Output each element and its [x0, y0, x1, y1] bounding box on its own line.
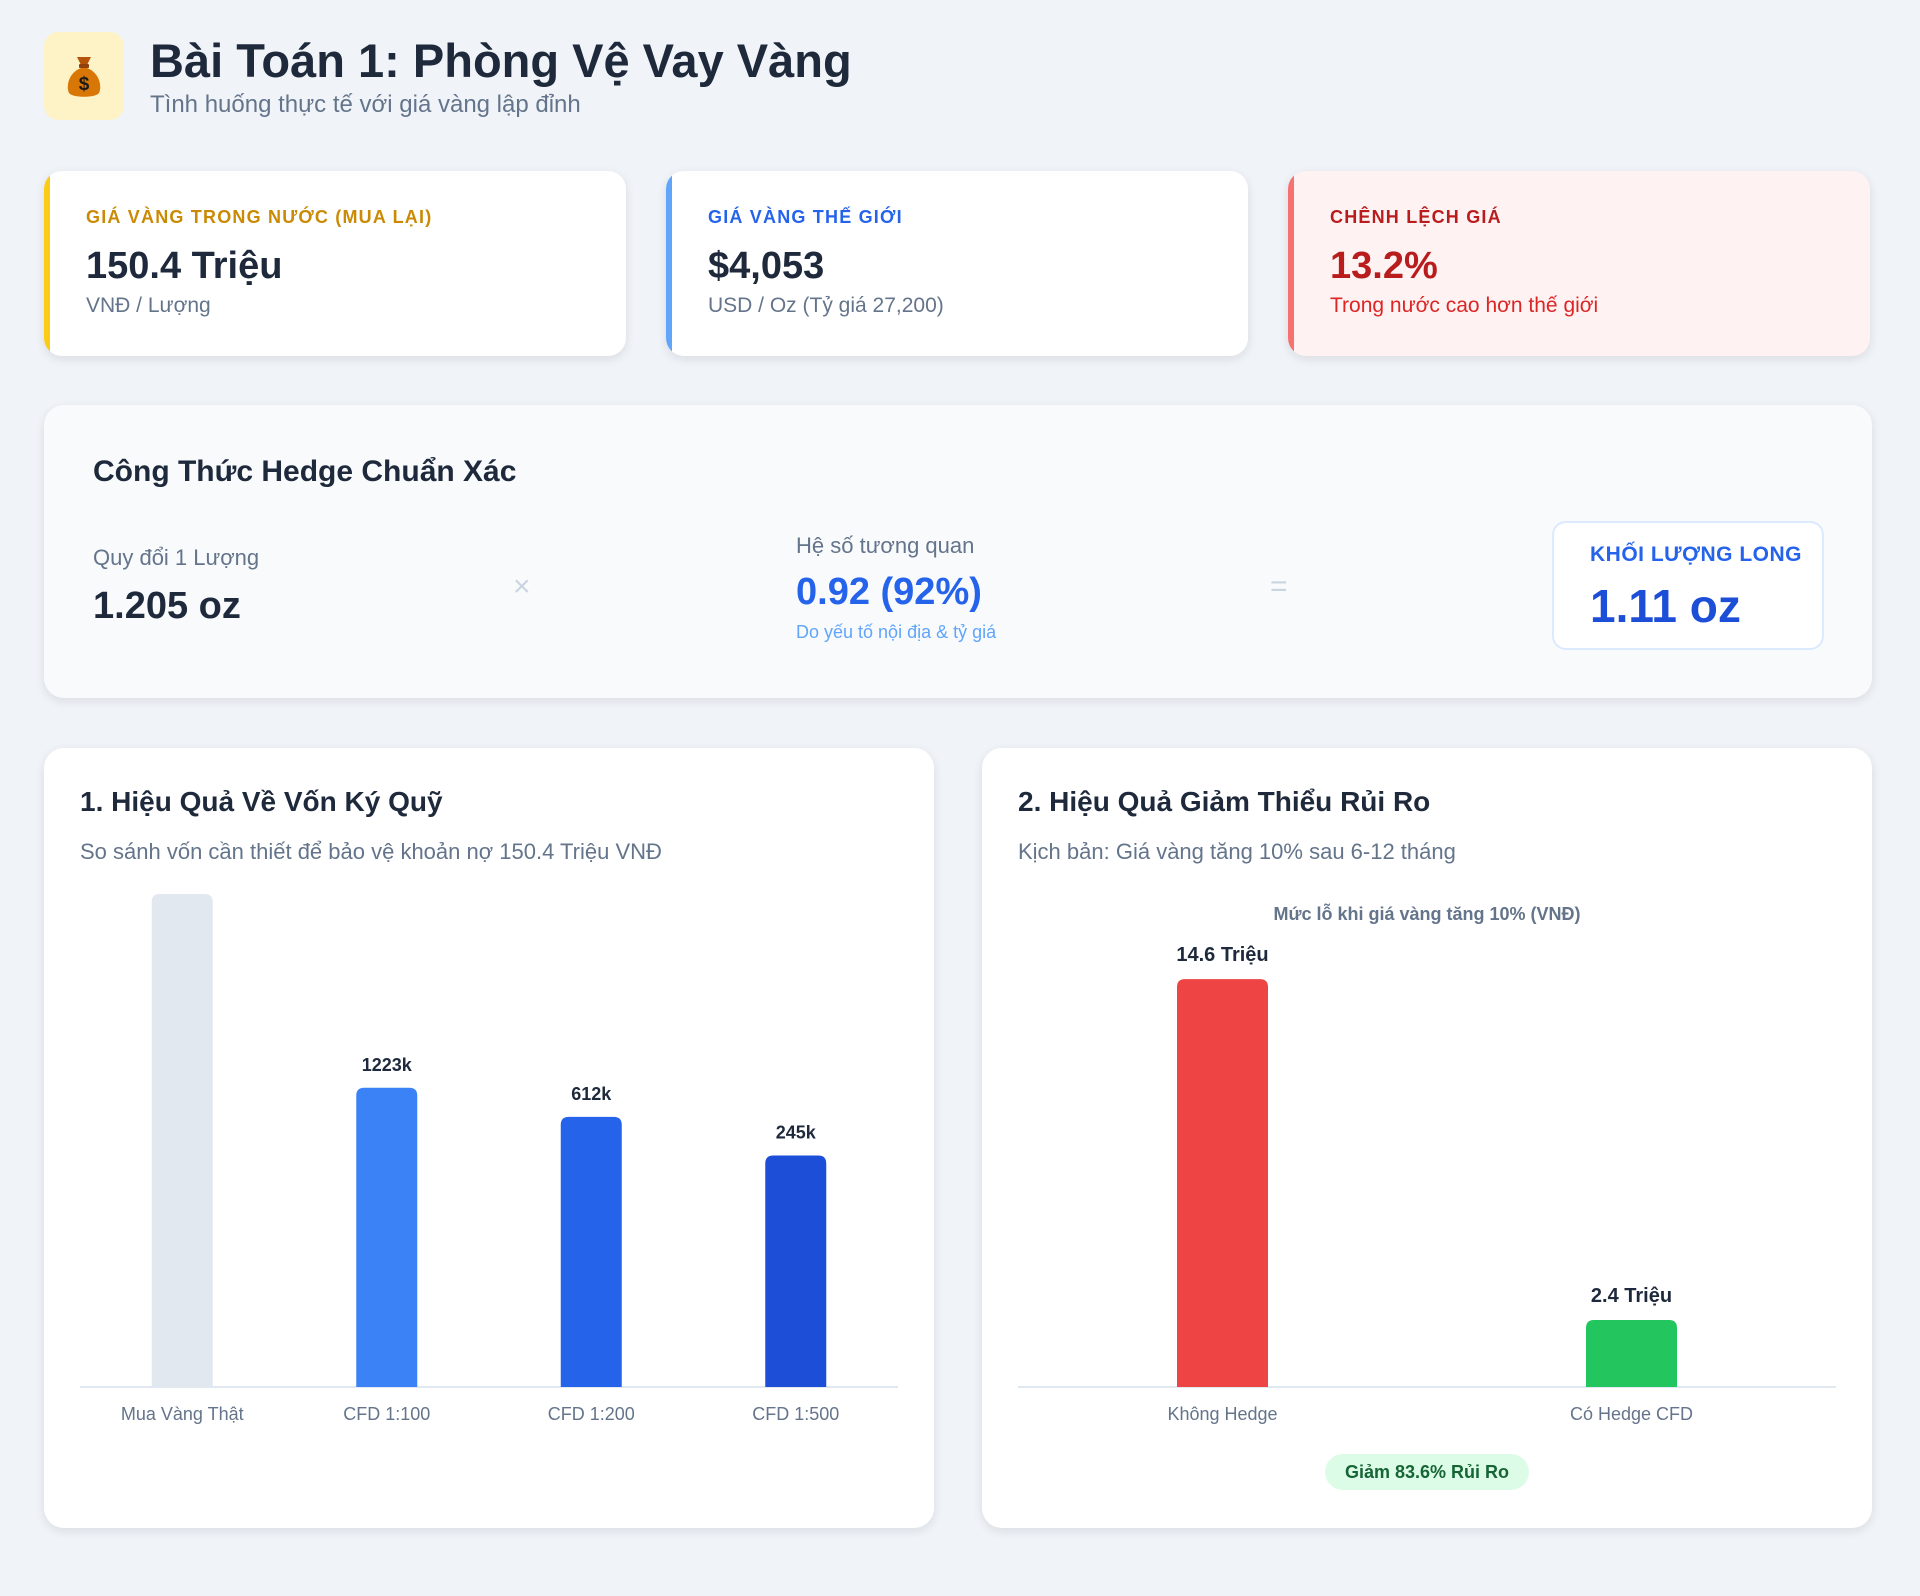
stat-sub: Trong nước cao hơn thế giới	[1330, 294, 1599, 317]
data-label: 14.6 Triệu	[1176, 944, 1268, 966]
result-value: 1.11 oz	[1590, 580, 1741, 632]
convert-label: Quy đổi 1 Lượng	[93, 545, 260, 570]
formula-title: Công Thức Hedge Chuẩn Xác	[93, 455, 517, 488]
tick-label: CFD 1:500	[752, 1404, 839, 1424]
stat-value: 13.2%	[1330, 245, 1438, 287]
data-label: 2.4 Triệu	[1591, 1285, 1672, 1307]
corr-label: Hệ số tương quan	[796, 533, 975, 558]
stat-value: $4,053	[708, 245, 825, 287]
tick-label: Mua Vàng Thật	[121, 1404, 244, 1424]
tick-label: Có Hedge CFD	[1570, 1404, 1693, 1424]
convert-value: 1.205 oz	[93, 585, 241, 627]
tick-label: CFD 1:100	[343, 1404, 430, 1424]
bar-cfd-1-100	[356, 1087, 418, 1387]
bar-mua-v-ng-th-t	[151, 893, 213, 1387]
stat-card-world-price: GIÁ VÀNG THẾ GIỚI $4,053 USD / Oz (Tỷ gi…	[666, 171, 1248, 356]
bar-with-hedge	[1586, 1319, 1677, 1387]
panel-title: 2. Hiệu Quả Giảm Thiểu Rủi Ro	[1018, 786, 1431, 817]
data-label: 245k	[776, 1122, 817, 1142]
svg-text:$: $	[79, 74, 90, 95]
page-subtitle: Tình huống thực tế với giá vàng lập đỉnh	[150, 91, 581, 118]
data-label: 612k	[571, 1084, 612, 1104]
risk-reduction-panel: 2. Hiệu Quả Giảm Thiểu Rủi Ro Kịch bản: …	[982, 748, 1872, 1528]
corr-value: 0.92 (92%)	[796, 571, 982, 613]
margin-chart: Mua Vàng Thật 1223k CFD 1:100 612k CFD 1:200…	[80, 893, 898, 1424]
risk-chart: Mức lỗ khi giá vàng tăng 10% (VNĐ)14.6 T…	[1018, 903, 1836, 1490]
data-label: 1223k	[362, 1055, 413, 1075]
stat-label: GIÁ VÀNG THẾ GIỚI	[708, 207, 903, 227]
bar-no-hedge	[1177, 979, 1268, 1387]
panel-subtitle: So sánh vốn cần thiết để bảo vệ khoản nợ…	[80, 839, 662, 864]
risk-badge: Giảm 83.6% Rủi Ro	[1345, 1462, 1509, 1482]
page-header: $ Bài Toán 1: Phòng Vệ Vay Vàng Tình huố…	[44, 32, 852, 120]
corr-note: Do yếu tố nội địa & tỷ giá	[796, 622, 997, 642]
formula-convert: Quy đổi 1 Lượng 1.205 oz	[93, 545, 259, 628]
equals-sign: =	[1270, 570, 1288, 603]
stat-label: GIÁ VÀNG TRONG NƯỚC (MUA LẠI)	[86, 207, 433, 227]
multiply-sign: ×	[513, 570, 531, 603]
tick-label: CFD 1:200	[548, 1404, 635, 1424]
chart-title: Mức lỗ khi giá vàng tăng 10% (VNĐ)	[1273, 903, 1580, 924]
hedge-formula-card: Công Thức Hedge Chuẩn Xác Quy đổi 1 Lượn…	[44, 405, 1872, 698]
stat-value: 150.4 Triệu	[86, 245, 283, 287]
stat-sub: VNĐ / Lượng	[86, 294, 211, 317]
money-bag-icon-graphic: $	[67, 57, 101, 97]
bar-cfd-1-500	[765, 1155, 827, 1387]
bar-cfd-1-200	[560, 1116, 622, 1387]
margin-efficiency-panel: 1. Hiệu Quả Về Vốn Ký Quỹ So sánh vốn cầ…	[44, 748, 934, 1528]
panel-title: 1. Hiệu Quả Về Vốn Ký Quỹ	[80, 786, 443, 817]
result-box: KHỐI LƯỢNG LONG 1.11 oz	[1552, 521, 1824, 650]
stat-card-price-gap: CHÊNH LỆCH GIÁ 13.2% Trong nước cao hơn …	[1288, 171, 1870, 356]
panel-subtitle: Kịch bản: Giá vàng tăng 10% sau 6-12 thá…	[1018, 839, 1456, 864]
risk-badge-bg	[1325, 1454, 1529, 1490]
stat-card-domestic-price: GIÁ VÀNG TRONG NƯỚC (MUA LẠI) 150.4 Triệ…	[44, 171, 626, 356]
tick-label: Không Hedge	[1167, 1404, 1277, 1424]
money-bag-icon: $	[44, 32, 124, 120]
formula-correlation: Hệ số tương quan 0.92 (92%) Do yếu tố nộ…	[796, 533, 996, 643]
page-title: Bài Toán 1: Phòng Vệ Vay Vàng	[150, 34, 852, 87]
result-label: KHỐI LƯỢNG LONG	[1590, 543, 1802, 566]
stat-label: CHÊNH LỆCH GIÁ	[1330, 207, 1502, 227]
stat-sub: USD / Oz (Tỷ giá 27,200)	[708, 294, 944, 317]
